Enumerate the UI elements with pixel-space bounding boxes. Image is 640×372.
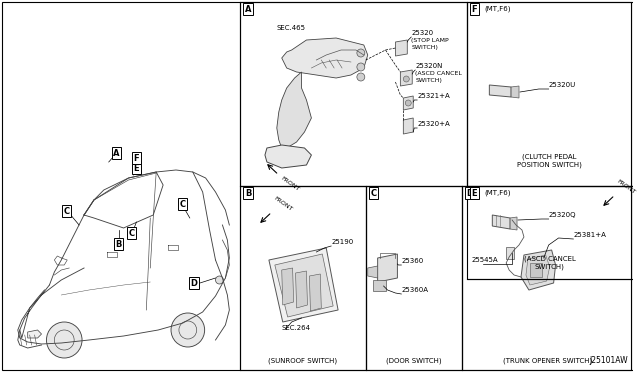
Text: 25320: 25320	[412, 30, 433, 36]
Text: 25320N: 25320N	[415, 63, 443, 69]
Polygon shape	[511, 86, 519, 98]
Text: (MT,F6): (MT,F6)	[484, 6, 511, 12]
Polygon shape	[396, 40, 407, 56]
Bar	[240, 2, 467, 186]
Text: D: D	[466, 189, 473, 198]
Text: C: C	[371, 189, 377, 198]
Circle shape	[357, 73, 365, 81]
Circle shape	[171, 313, 205, 347]
Text: D: D	[190, 279, 197, 288]
Text: SEC.264: SEC.264	[282, 325, 311, 331]
Circle shape	[357, 49, 365, 57]
Text: E: E	[134, 164, 140, 173]
Text: C: C	[180, 199, 186, 208]
Polygon shape	[265, 145, 312, 168]
Bar	[506, 247, 514, 259]
Text: (STOP LAMP: (STOP LAMP	[412, 38, 449, 43]
Polygon shape	[378, 254, 397, 282]
Polygon shape	[403, 96, 413, 110]
Text: F: F	[134, 154, 140, 163]
Polygon shape	[309, 274, 321, 311]
Text: 25320U: 25320U	[548, 82, 576, 88]
Polygon shape	[526, 255, 550, 285]
Text: J25101AW: J25101AW	[589, 356, 628, 365]
Text: (SUNROOF SWITCH): (SUNROOF SWITCH)	[268, 357, 337, 363]
Polygon shape	[28, 330, 42, 338]
Text: (TRUNK OPENER SWITCH): (TRUNK OPENER SWITCH)	[502, 357, 592, 363]
Text: (ASCD CANCEL: (ASCD CANCEL	[415, 71, 462, 76]
Polygon shape	[275, 254, 333, 317]
Polygon shape	[368, 266, 378, 278]
Text: 25321+A: 25321+A	[417, 93, 450, 99]
Text: C: C	[129, 228, 134, 237]
Polygon shape	[269, 248, 338, 322]
Circle shape	[357, 63, 365, 71]
Text: 25545A: 25545A	[472, 257, 498, 263]
Text: 25381+A: 25381+A	[573, 232, 606, 238]
Text: 25360A: 25360A	[401, 287, 428, 293]
Text: A: A	[245, 4, 252, 13]
Circle shape	[47, 322, 82, 358]
Bar	[366, 186, 461, 370]
Text: FRONT: FRONT	[280, 176, 300, 192]
Circle shape	[405, 100, 412, 106]
Bar	[240, 186, 366, 370]
Polygon shape	[490, 85, 511, 97]
Text: B: B	[245, 189, 252, 198]
Text: 25190: 25190	[331, 239, 353, 245]
Text: 25320+A: 25320+A	[417, 121, 450, 127]
Text: SWITCH): SWITCH)	[415, 78, 442, 83]
Polygon shape	[282, 38, 368, 78]
Text: (ASCD CANCEL: (ASCD CANCEL	[524, 256, 575, 263]
Text: SWITCH): SWITCH)	[412, 45, 438, 50]
Text: FRONT: FRONT	[273, 196, 293, 212]
Polygon shape	[296, 271, 307, 308]
Text: (MT,F6): (MT,F6)	[484, 190, 511, 196]
Polygon shape	[372, 280, 385, 291]
Polygon shape	[277, 72, 312, 148]
Polygon shape	[282, 268, 294, 305]
Text: 25360: 25360	[401, 258, 424, 264]
Text: B: B	[115, 240, 122, 248]
Polygon shape	[403, 118, 413, 134]
Text: C: C	[63, 206, 69, 215]
Text: E: E	[472, 189, 477, 198]
Text: FRONT: FRONT	[616, 179, 636, 195]
Text: (DOOR SWITCH): (DOOR SWITCH)	[386, 357, 442, 363]
Bar	[461, 186, 633, 370]
Text: (CLUTCH PEDAL: (CLUTCH PEDAL	[522, 153, 577, 160]
Bar	[467, 186, 633, 279]
Text: SWITCH): SWITCH)	[534, 264, 564, 270]
Circle shape	[403, 76, 409, 82]
Text: F: F	[472, 4, 477, 13]
Polygon shape	[492, 215, 510, 229]
Text: POSITION SWITCH): POSITION SWITCH)	[517, 161, 582, 167]
Bar	[530, 263, 541, 277]
Text: A: A	[113, 148, 120, 157]
Text: SEC.465: SEC.465	[277, 25, 306, 31]
Bar	[467, 2, 633, 186]
Polygon shape	[401, 70, 412, 86]
Text: 25320Q: 25320Q	[548, 212, 576, 218]
Polygon shape	[510, 217, 517, 230]
Circle shape	[216, 276, 223, 284]
Polygon shape	[521, 250, 556, 290]
